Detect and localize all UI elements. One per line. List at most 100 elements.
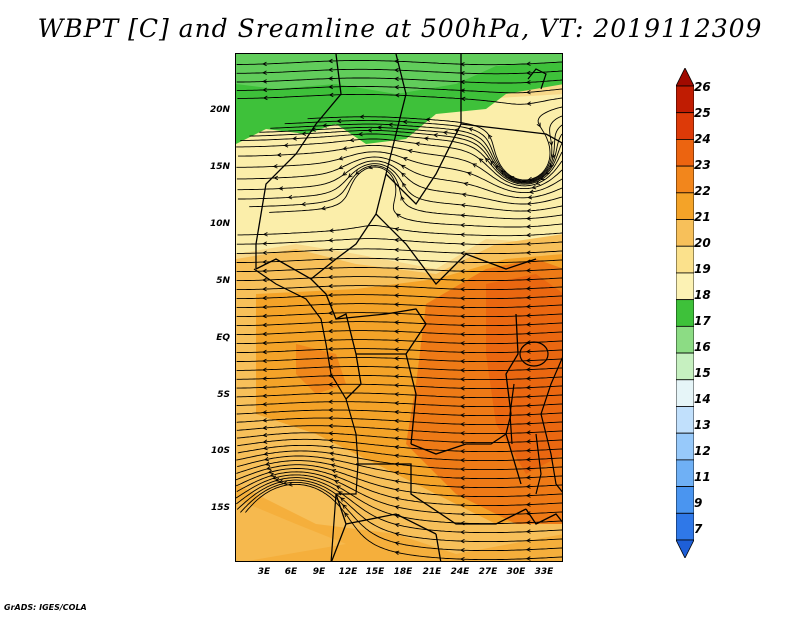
colorbar-label-17: 17 xyxy=(694,314,711,328)
lon-label-24e: 24E xyxy=(450,567,470,577)
streamline-arrowhead xyxy=(525,340,531,345)
streamline-arrowhead xyxy=(459,449,465,454)
streamline-arrowhead xyxy=(328,247,333,253)
streamline-arrowhead xyxy=(262,79,267,84)
streamline-arrowhead xyxy=(459,502,465,508)
streamline-arrowhead xyxy=(459,404,465,409)
streamline-arrowhead xyxy=(273,175,279,181)
streamline-arrowhead xyxy=(264,461,270,466)
streamline xyxy=(240,481,562,552)
streamline-arrowhead xyxy=(525,439,531,444)
streamline-arrowhead xyxy=(459,359,465,364)
streamline-arrowhead xyxy=(331,468,337,474)
colorbar-label-16: 16 xyxy=(694,340,711,354)
streamline-arrowhead xyxy=(283,143,289,148)
streamline-arrowhead xyxy=(459,350,465,355)
streamline-arrowhead xyxy=(342,504,347,509)
streamline-arrowhead xyxy=(262,367,267,373)
streamline-arrowhead xyxy=(525,466,531,471)
streamline-arrowhead xyxy=(472,163,477,168)
colorbar-label-25: 25 xyxy=(694,106,711,120)
streamline-arrowhead xyxy=(526,216,531,221)
streamline xyxy=(236,357,562,363)
streamline-arrowhead xyxy=(367,164,373,170)
streamline-arrowhead xyxy=(327,283,333,289)
streamline-arrowhead xyxy=(525,412,531,417)
streamline-arrowhead xyxy=(459,556,465,561)
streamline-arrowhead xyxy=(262,425,268,431)
streamline-arrowhead xyxy=(525,529,531,534)
streamline xyxy=(237,444,562,462)
coastline xyxy=(253,268,562,561)
streamline-arrowhead xyxy=(262,87,267,93)
streamline-arrowhead xyxy=(527,195,533,200)
streamline-arrowhead xyxy=(329,451,334,456)
streamline-arrowhead xyxy=(393,453,399,458)
streamline-arrowhead xyxy=(525,430,531,435)
streamline-arrowhead xyxy=(266,465,272,471)
streamline xyxy=(240,133,562,185)
streamline-arrowhead xyxy=(393,302,399,307)
streamline xyxy=(236,479,562,543)
streamline-arrowhead xyxy=(459,547,465,553)
streamline-arrowhead xyxy=(459,395,465,400)
streamline-arrowhead xyxy=(327,337,333,343)
streamline-arrowhead xyxy=(376,125,382,130)
streamline-arrowhead xyxy=(525,385,531,390)
streamline-arrowhead xyxy=(338,156,344,161)
streamline-arrowhead xyxy=(327,292,333,298)
streamline-arrowhead xyxy=(468,127,473,132)
streamline-arrowhead xyxy=(261,393,267,399)
streamline-arrowhead xyxy=(526,208,531,214)
colorbar-label-22: 22 xyxy=(694,184,711,198)
streamline-arrowhead xyxy=(336,118,342,124)
streamline-arrowhead xyxy=(525,358,531,363)
streamline xyxy=(236,276,562,282)
streamline-arrowhead xyxy=(394,67,399,73)
streamline-arrowhead xyxy=(525,502,531,507)
streamline-arrowhead xyxy=(328,256,333,262)
streamline-arrowhead xyxy=(320,206,326,211)
streamline xyxy=(237,160,562,205)
streamline-arrowhead xyxy=(442,130,448,135)
map-panel[interactable] xyxy=(235,53,563,562)
streamline-arrowhead xyxy=(394,237,399,243)
streamline-arrowhead xyxy=(262,313,267,319)
lat-label-15s: 15S xyxy=(210,503,230,513)
lat-label-15n: 15N xyxy=(209,162,230,172)
streamline xyxy=(236,85,562,94)
lon-label-33e: 33E xyxy=(534,567,554,577)
streamline xyxy=(307,106,562,181)
streamline-arrowhead xyxy=(301,201,306,207)
streamline-arrowhead xyxy=(531,184,537,190)
streamline-arrowhead xyxy=(402,182,407,188)
colorbar-segment xyxy=(676,112,694,140)
colorbar-label-15: 15 xyxy=(694,366,711,380)
streamline xyxy=(236,248,562,255)
lon-label-15e: 15E xyxy=(365,567,385,577)
lon-label-27e: 27E xyxy=(478,567,498,577)
streamline-arrowhead xyxy=(272,164,278,169)
streamline-arrowhead xyxy=(525,80,531,85)
streamline-arrowhead xyxy=(333,479,339,484)
streamline-arrowhead xyxy=(402,119,408,125)
streamline-arrowhead xyxy=(327,364,333,370)
streamline-arrowhead xyxy=(459,511,465,517)
streamline-arrowhead xyxy=(335,485,341,490)
streamline-arrowhead xyxy=(330,463,336,468)
streamline-arrowhead xyxy=(301,131,307,136)
colorbar-segment xyxy=(676,406,694,434)
streamline xyxy=(237,455,562,480)
streamline-arrowhead xyxy=(459,458,465,463)
streamline-arrowhead xyxy=(327,310,333,316)
streamline-arrowhead xyxy=(459,422,465,427)
streamline-arrowhead xyxy=(393,347,399,352)
lon-label-6e: 6E xyxy=(284,567,298,577)
streamline-arrowhead xyxy=(394,522,400,528)
streamline-arrowhead xyxy=(327,328,333,334)
streamline-arrowhead xyxy=(342,146,348,151)
streamline-arrowhead xyxy=(276,152,282,158)
streamline-arrowhead xyxy=(328,391,333,396)
streamline xyxy=(236,471,562,516)
streamline-arrowhead xyxy=(525,349,531,354)
